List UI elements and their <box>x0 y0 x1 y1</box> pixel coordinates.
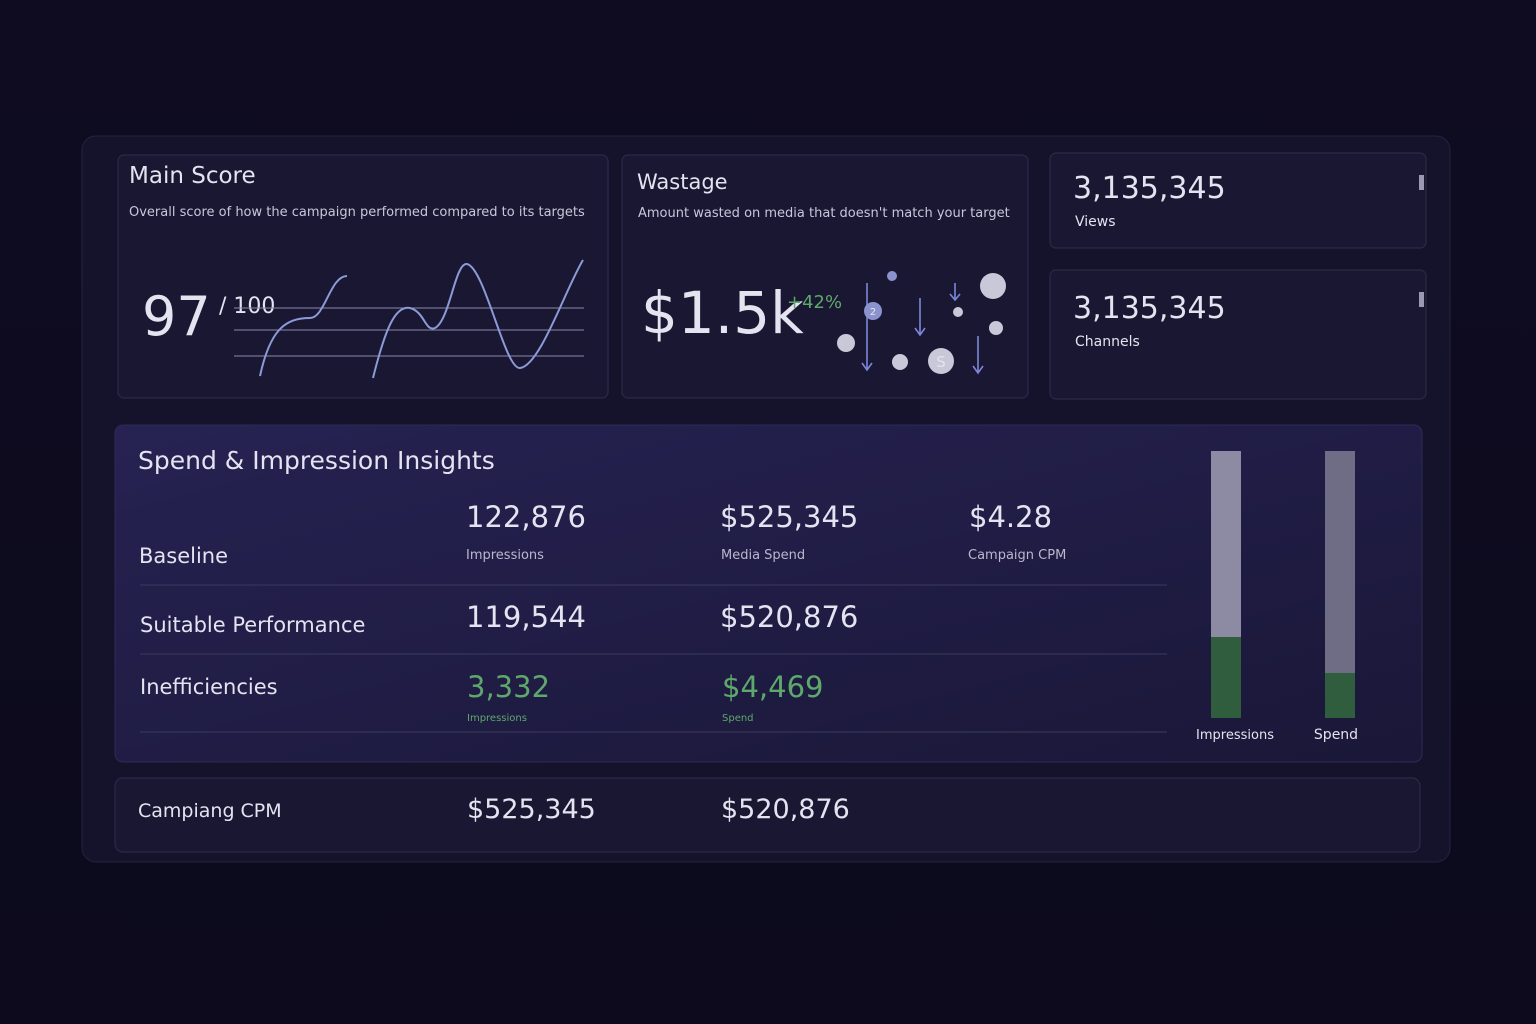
stat-label: Views <box>1075 214 1116 230</box>
bar-label: Spend <box>1314 727 1358 743</box>
stat-card <box>1049 269 1427 400</box>
metric-label: Impressions <box>467 713 527 724</box>
metric-value: 3,332 <box>467 670 550 704</box>
metric-value: $4,469 <box>722 670 823 704</box>
comparison-bars <box>1211 451 1355 718</box>
stat-card <box>1049 152 1427 249</box>
stat-marker <box>1419 175 1424 190</box>
metric-label: Campaign CPM <box>968 548 1066 563</box>
insights-card <box>114 424 1423 763</box>
stat-label: Channels <box>1075 334 1140 350</box>
card-title: Main Score <box>129 163 256 189</box>
stat-marker <box>1419 292 1424 307</box>
row-label: Suitable Performance <box>140 613 365 637</box>
score: 97 <box>142 285 211 348</box>
sparkline <box>234 259 584 379</box>
card-subtitle: Amount wasted on media that doesn't matc… <box>638 206 1010 221</box>
cpm-value: $520,876 <box>721 794 850 825</box>
cpm-value: $525,345 <box>467 794 596 825</box>
main-score-card <box>117 154 609 399</box>
metric-value: $525,345 <box>720 500 858 534</box>
score-max: / 100 <box>219 294 275 319</box>
wastage-card <box>621 154 1029 399</box>
stat-value: 3,135,345 <box>1073 291 1226 326</box>
row-label: Inefficiencies <box>140 675 278 699</box>
metric-value: 122,876 <box>466 500 586 534</box>
metric-label: Media Spend <box>721 548 805 563</box>
metric-label: Spend <box>722 713 754 724</box>
coin-label: S <box>936 353 946 371</box>
section-title: Spend & Impression Insights <box>138 446 495 475</box>
coin-label: 2 <box>870 307 876 318</box>
coins <box>837 271 1006 374</box>
stat-value: 3,135,345 <box>1073 171 1226 206</box>
row-label: Campiang CPM <box>138 800 282 822</box>
row-label: Baseline <box>139 544 228 568</box>
metric-value: $520,876 <box>720 600 858 634</box>
metric-value: 119,544 <box>466 600 586 634</box>
metric-value: $4.28 <box>969 500 1052 534</box>
metric-label: Impressions <box>466 548 544 563</box>
wastage-amount: $1.5k <box>641 279 804 347</box>
card-title: Wastage <box>637 170 728 194</box>
card-subtitle: Overall score of how the campaign perfor… <box>129 205 585 220</box>
bar-label: Impressions <box>1196 728 1274 743</box>
cpm-card <box>114 777 1421 853</box>
coin-illustration <box>861 283 984 375</box>
wastage-change: +42% <box>787 292 842 313</box>
